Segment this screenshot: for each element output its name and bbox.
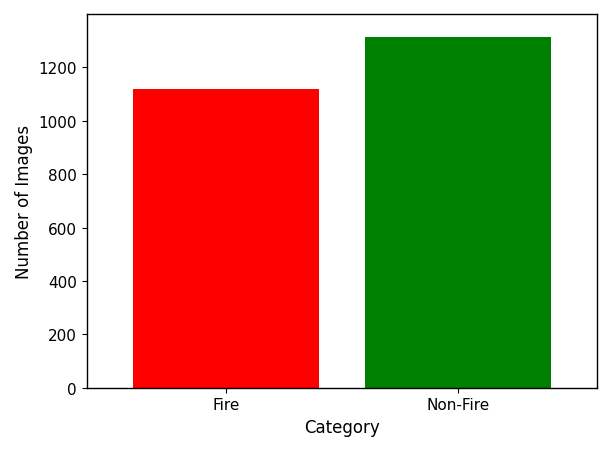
Y-axis label: Number of Images: Number of Images — [15, 124, 33, 278]
Bar — [133, 90, 319, 388]
X-axis label: Category: Category — [304, 418, 380, 436]
Bar — [365, 37, 551, 388]
